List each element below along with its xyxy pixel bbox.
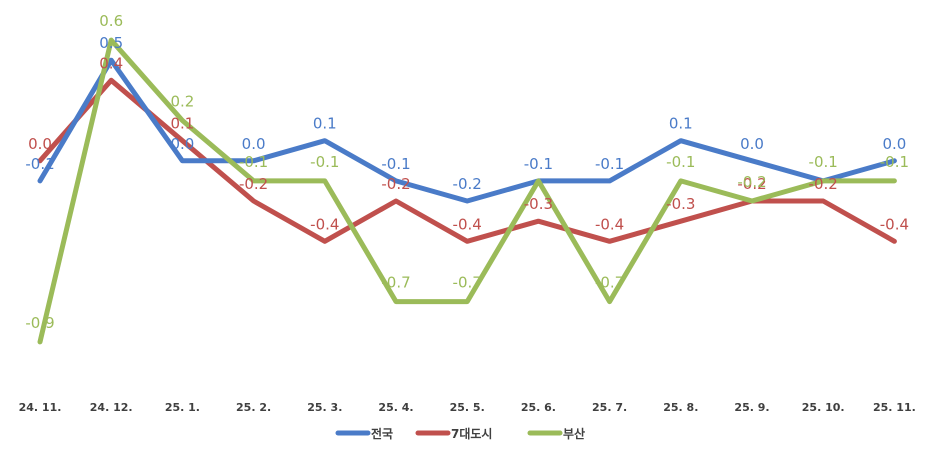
- x-tick-label: 24. 11.: [19, 401, 62, 414]
- data-label-nationwide: 0.0: [740, 135, 764, 153]
- data-label-seven-cities: -0.2: [381, 175, 410, 193]
- data-label-seven-cities: -0.2: [737, 175, 766, 193]
- x-tick-label: 25. 6.: [521, 401, 556, 414]
- data-label-nationwide: -0.1: [595, 155, 624, 173]
- data-label-busan: -0.1: [809, 153, 838, 171]
- data-label-nationwide: -0.1: [524, 155, 553, 173]
- x-tick-label: 25. 9.: [734, 401, 769, 414]
- x-tick-label: 25. 7.: [592, 401, 627, 414]
- data-label-seven-cities: 0.0: [28, 135, 52, 153]
- data-label-nationwide: -0.2: [453, 175, 482, 193]
- data-label-nationwide: -0.1: [381, 155, 410, 173]
- data-label-seven-cities: -0.4: [595, 215, 624, 233]
- data-label-seven-cities: -0.3: [524, 195, 553, 213]
- x-tick-label: 25. 3.: [307, 401, 342, 414]
- data-label-busan: -0.7: [381, 274, 410, 292]
- x-tick-label: 25. 2.: [236, 401, 271, 414]
- data-label-seven-cities: -0.4: [880, 215, 909, 233]
- data-label-seven-cities: -0.2: [809, 175, 838, 193]
- legend-item-nationwide: 전국: [335, 426, 393, 441]
- x-tick-label: 24. 12.: [90, 401, 133, 414]
- legend-label: 전국: [371, 426, 393, 441]
- legend-label: 부산: [563, 426, 585, 441]
- data-label-busan: -0.7: [595, 274, 624, 292]
- x-tick-label: 25. 4.: [378, 401, 413, 414]
- legend-label: 7대도시: [451, 427, 492, 441]
- x-tick-label: 25. 8.: [663, 401, 698, 414]
- data-label-busan: 0.2: [170, 93, 194, 111]
- data-label-nationwide: 0.1: [313, 115, 337, 133]
- data-label-nationwide: 0.0: [882, 135, 906, 153]
- data-label-nationwide: -0.1: [25, 155, 54, 173]
- data-label-busan: 0.6: [99, 12, 123, 30]
- series-line-busan: [37, 37, 897, 345]
- legend-item-seven-cities: 7대도시: [415, 427, 492, 441]
- data-label-busan: -0.1: [310, 153, 339, 171]
- data-label-nationwide: 0.5: [99, 34, 123, 52]
- data-labels: -0.1 0.5 0.0 0.0 0.1 -0.1 -0.2 -0.1 -0.1 0.1 0.0 0.…: [25, 12, 909, 332]
- data-label-busan: -0.9: [25, 314, 54, 332]
- x-tick-label: 25. 11.: [873, 401, 916, 414]
- data-label-seven-cities: 0.1: [170, 115, 194, 133]
- x-tick-label: 25. 10.: [802, 401, 845, 414]
- data-label-seven-cities: 0.4: [99, 54, 123, 72]
- data-label-seven-cities: -0.2: [239, 175, 268, 193]
- series-line-nationwide: [37, 57, 897, 204]
- legend-item-busan: 부산: [527, 426, 585, 441]
- data-label-nationwide: 0.0: [242, 135, 266, 153]
- x-axis-ticks: 24. 11. 24. 12. 25. 1. 25. 2. 25. 3. 25. 4. 25…: [19, 401, 916, 414]
- data-label-busan: -0.7: [453, 274, 482, 292]
- x-tick-label: 25. 1.: [165, 401, 200, 414]
- data-label-nationwide: 0.0: [170, 135, 194, 153]
- data-label-nationwide: 0.1: [669, 115, 693, 133]
- series-lines: [37, 37, 897, 345]
- data-label-busan: -0.1: [239, 153, 268, 171]
- data-label-seven-cities: -0.4: [453, 215, 482, 233]
- data-label-busan: -0.2: [737, 173, 766, 191]
- data-label-busan: -0.1: [880, 153, 909, 171]
- legend: 전국 7대도시 부산: [335, 426, 585, 441]
- x-tick-label: 25. 5.: [450, 401, 485, 414]
- data-label-seven-cities: -0.3: [666, 195, 695, 213]
- data-label-seven-cities: -0.4: [310, 215, 339, 233]
- data-label-busan: -0.1: [666, 153, 695, 171]
